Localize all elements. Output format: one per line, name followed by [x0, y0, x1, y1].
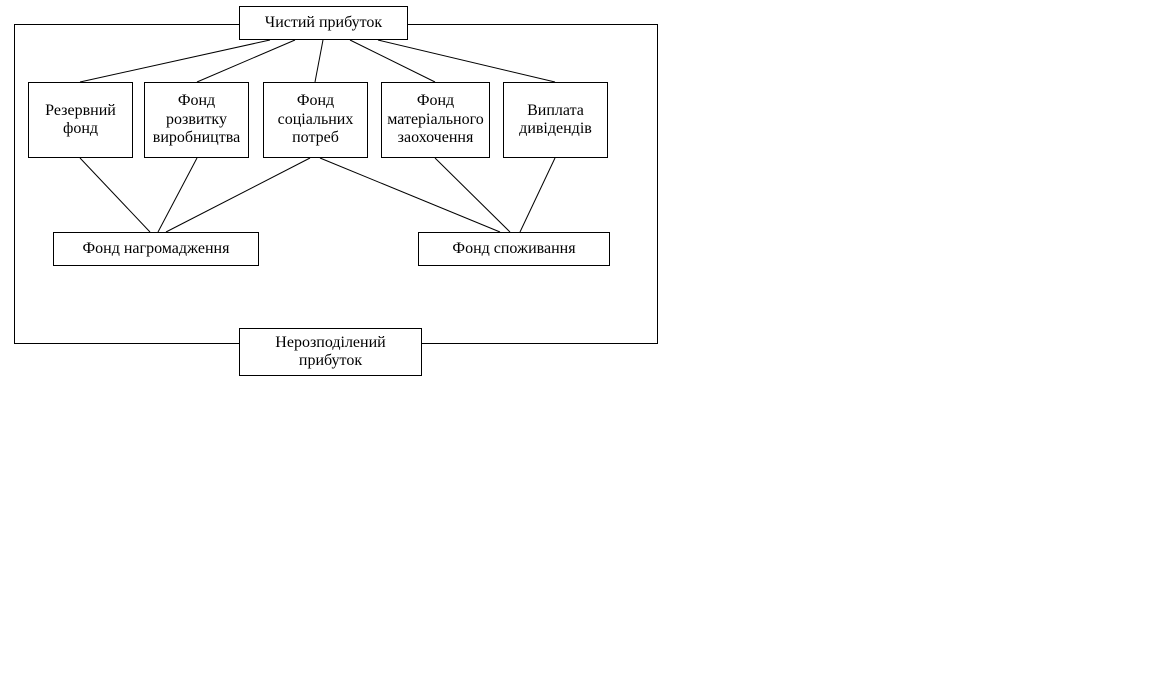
- node-agg1: Фонд нагромадження: [53, 232, 259, 266]
- node-f2-label: Фонд розвитку виробництва: [149, 92, 244, 147]
- node-root: Чистий прибуток: [239, 6, 408, 40]
- node-f3-label: Фонд соціальних потреб: [268, 92, 363, 147]
- node-agg2-label: Фонд споживання: [452, 240, 575, 258]
- node-f5-label: Виплата дивідендів: [508, 102, 603, 139]
- node-bottom: Нерозподілений прибуток: [239, 328, 422, 376]
- diagram-canvas: Чистий прибуток Резервний фонд Фонд розв…: [0, 0, 1170, 683]
- node-root-label: Чистий прибуток: [265, 14, 382, 32]
- node-agg2: Фонд споживання: [418, 232, 610, 266]
- node-f5: Виплата дивідендів: [503, 82, 608, 158]
- node-f4-label: Фонд матеріального заохочення: [386, 92, 485, 147]
- node-bottom-label: Нерозподілений прибуток: [244, 334, 417, 371]
- node-f4: Фонд матеріального заохочення: [381, 82, 490, 158]
- node-agg1-label: Фонд нагромадження: [83, 240, 230, 258]
- node-f3: Фонд соціальних потреб: [263, 82, 368, 158]
- node-f2: Фонд розвитку виробництва: [144, 82, 249, 158]
- node-f1: Резервний фонд: [28, 82, 133, 158]
- outer-frame: [14, 24, 658, 344]
- node-f1-label: Резервний фонд: [33, 102, 128, 139]
